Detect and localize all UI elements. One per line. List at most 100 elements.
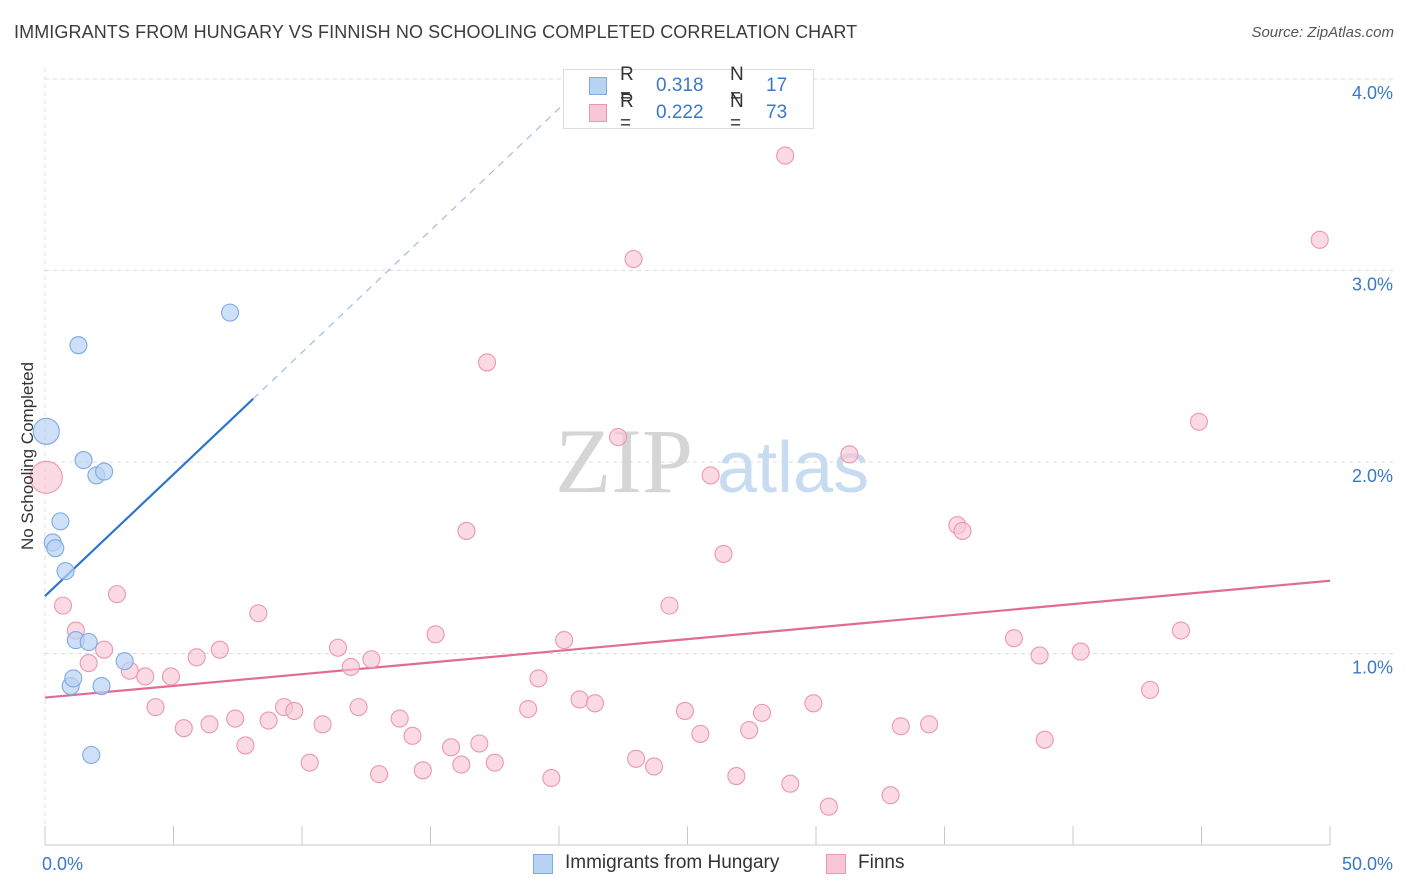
finns-point <box>920 715 939 734</box>
n-label: N = <box>730 64 744 107</box>
finns-point <box>740 721 759 740</box>
hungary-legend-swatch <box>533 854 553 874</box>
finns-point <box>161 667 180 686</box>
hungary-points <box>32 303 240 765</box>
hungary-swatch <box>589 77 607 95</box>
hungary-point <box>95 462 114 481</box>
finns-point <box>413 761 432 780</box>
finns-point <box>691 724 710 743</box>
r-value-hungary: 0.318 <box>656 75 704 96</box>
r-value-finns: 0.222 <box>656 102 704 123</box>
n-value-finns: 73 <box>766 102 788 123</box>
correlation-legend: R = 0.318 N = 17 R = 0.222 N = 73 <box>563 64 814 134</box>
legend-label-hungary: Immigrants from Hungary <box>565 852 780 873</box>
finns-point <box>187 648 206 667</box>
hungary-trend-line <box>44 398 254 597</box>
finns-point <box>226 709 245 728</box>
finns-point <box>891 717 910 736</box>
finns-point <box>804 694 823 713</box>
x-tick-label-min: 0.0% <box>42 854 83 874</box>
finns-point <box>210 640 229 659</box>
finns-point <box>1189 412 1208 431</box>
finns-point <box>249 604 268 623</box>
finns-point <box>627 749 646 768</box>
finns-point <box>1004 629 1023 648</box>
finns-point <box>95 640 114 659</box>
finns-point <box>174 719 193 738</box>
finns-point <box>107 585 127 604</box>
watermark-atlas: atlas <box>717 428 869 508</box>
chart-title: IMMIGRANTS FROM HUNGARY VS FINNISH NO SC… <box>14 22 858 42</box>
hungary-point <box>64 669 83 688</box>
finns-point <box>660 596 679 615</box>
n-label: N = <box>730 91 744 134</box>
finns-point <box>442 738 461 757</box>
grid-lines <box>45 78 1395 654</box>
hungary-point <box>92 677 111 696</box>
finns-point <box>585 694 605 713</box>
finns-point <box>1030 646 1049 665</box>
finns-point <box>362 650 381 669</box>
watermark-zip: ZIP <box>555 410 693 512</box>
finns-point <box>624 249 643 269</box>
x-tick-label-max: 50.0% <box>1342 854 1393 874</box>
finns-point <box>457 521 476 540</box>
finns-point <box>477 353 497 372</box>
hungary-point <box>220 303 240 322</box>
finns-point <box>542 768 561 788</box>
finns-point <box>776 146 795 165</box>
finns-point <box>259 711 278 730</box>
r-label: R = <box>620 64 634 107</box>
finns-point <box>529 669 548 688</box>
finns-point <box>136 667 155 686</box>
finns-point <box>285 701 304 721</box>
finns-point <box>1171 621 1190 640</box>
finns-legend-swatch <box>826 854 846 874</box>
finns-point <box>781 774 800 793</box>
finns-point <box>146 698 165 717</box>
finns-point <box>426 625 445 644</box>
finns-point <box>819 797 838 816</box>
finns-point <box>1310 230 1329 249</box>
finns-point <box>555 631 574 650</box>
finns-point <box>675 701 694 721</box>
finns-point <box>701 466 720 485</box>
finns-point <box>1035 730 1054 749</box>
finns-point <box>485 753 504 772</box>
hungary-point <box>51 512 70 531</box>
hungary-trend-extension <box>252 68 601 400</box>
finns-point <box>300 753 319 772</box>
hungary-point <box>82 745 101 765</box>
finns-point <box>328 638 348 657</box>
finns-point <box>752 703 772 722</box>
finns-point <box>570 690 589 709</box>
finns-point <box>79 654 98 673</box>
y-axis-label: No Schooling Completed <box>18 361 37 551</box>
hungary-point <box>56 562 75 581</box>
finns-swatch <box>589 104 607 122</box>
finns-point <box>470 734 489 753</box>
hungary-point <box>46 539 65 558</box>
y-tick-label: 1.0% <box>1352 658 1393 678</box>
axes <box>44 68 1331 846</box>
tick-labels: 1.0% 2.0% 3.0% 4.0% 0.0% 50.0% <box>42 83 1393 874</box>
y-tick-label: 3.0% <box>1352 275 1393 295</box>
hungary-point <box>74 451 93 470</box>
finns-point <box>341 657 360 676</box>
finns-point <box>452 755 471 774</box>
n-value-hungary: 17 <box>766 75 788 96</box>
finns-point <box>236 736 255 755</box>
finns-point <box>645 757 664 776</box>
finns-point <box>349 698 368 717</box>
finns-point <box>200 715 219 734</box>
finns-point <box>840 445 859 464</box>
finns-point <box>370 765 389 784</box>
finns-point <box>53 596 73 615</box>
finns-point <box>609 428 628 447</box>
finns-point <box>519 699 538 719</box>
finns-point <box>727 767 746 786</box>
finns-point <box>313 715 332 734</box>
r-label: R = <box>620 91 634 134</box>
finns-trend-line <box>44 579 1331 699</box>
